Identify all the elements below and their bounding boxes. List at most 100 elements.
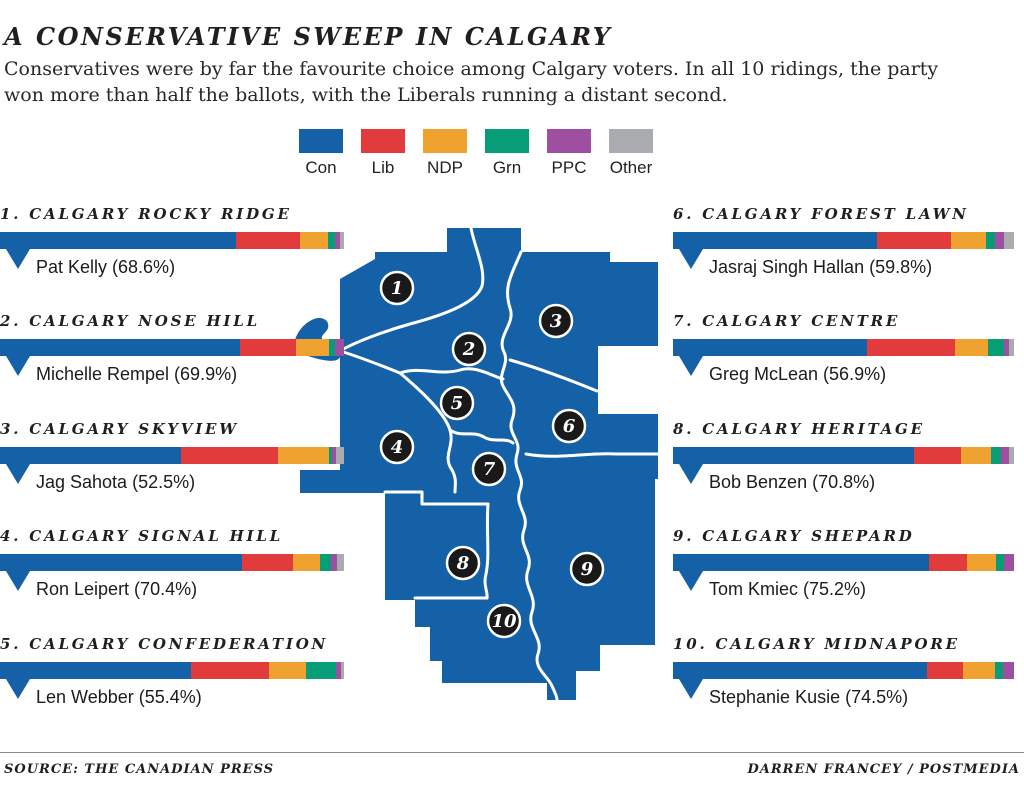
- riding-title: 5. CALGARY CONFEDERATION: [0, 635, 329, 653]
- bar-segment-ppc: [994, 232, 1005, 249]
- winner-arrow-icon: [6, 571, 30, 591]
- legend-item: PPC: [547, 129, 591, 178]
- bar-segment-other: [336, 447, 344, 464]
- riding-entry: 8. CALGARY HERITAGE Bob Benzen (70.8%): [673, 420, 1014, 520]
- bar-segment-grn: [320, 554, 331, 571]
- bar-segment-other: [339, 232, 344, 249]
- riding-number-label: 5: [451, 393, 464, 414]
- bar-segment-other: [337, 554, 344, 571]
- winner-name: Len Webber (55.4%): [36, 687, 202, 707]
- riding-vote-bar: [0, 554, 344, 571]
- legend-item: NDP: [423, 129, 467, 178]
- bar-segment-ppc: [1004, 554, 1014, 571]
- winner-name: Ron Leipert (70.4%): [36, 579, 198, 599]
- winner-name: Tom Kmiec (75.2%): [709, 579, 867, 599]
- riding-marker-2: 2: [451, 331, 487, 367]
- source-credit: SOURCE: THE CANADIAN PRESS: [4, 762, 275, 777]
- bar-segment-lib: [235, 232, 300, 249]
- winner-arrow-icon: [679, 571, 703, 591]
- riding-number-label: 1: [391, 278, 404, 299]
- riding-vote-bar: [673, 447, 1014, 464]
- winner-name: Bob Benzen (70.8%): [709, 472, 876, 492]
- riding-title: 1. CALGARY ROCKY RIDGE: [0, 205, 292, 223]
- riding-title: 4. CALGARY SIGNAL HILL: [0, 527, 284, 545]
- bar-segment-con: [0, 662, 191, 679]
- riding-number-circle: [486, 603, 522, 639]
- legend-label: PPC: [551, 158, 587, 177]
- riding-marker-1: 1: [379, 270, 415, 306]
- bar-segment-grn: [328, 232, 335, 249]
- bar-segment-other: [340, 662, 344, 679]
- riding-number-circle: [379, 270, 415, 306]
- bar-segment-ndp: [960, 447, 992, 464]
- bar-segment-grn: [995, 662, 1004, 679]
- riding-number-circle: [445, 545, 481, 581]
- bar-segment-lib: [180, 447, 279, 464]
- riding-entry: 7. CALGARY CENTRE Greg McLean (56.9%): [673, 312, 1014, 412]
- bar-segment-ppc: [335, 339, 344, 356]
- riding-marker-6: 6: [551, 408, 587, 444]
- bar-segment-con: [0, 447, 181, 464]
- riding-marker-4: 4: [379, 429, 415, 465]
- riding-marker-3: 3: [538, 303, 574, 339]
- riding-title: 3. CALGARY SKYVIEW: [0, 420, 239, 438]
- riding-title: 10. CALGARY MIDNAPORE: [673, 635, 960, 653]
- riding-title: 2. CALGARY NOSE HILL: [0, 312, 260, 330]
- winner-arrow-icon: [6, 356, 30, 376]
- bar-segment-con: [0, 232, 236, 249]
- riding-number-circle: [451, 331, 487, 367]
- riding-number-label: 8: [456, 553, 470, 574]
- page-subtitle: Conservatives were by far the favourite …: [4, 58, 939, 106]
- riding-marker-9: 9: [569, 551, 605, 587]
- page-title: A CONSERVATIVE SWEEP IN CALGARY: [4, 22, 613, 51]
- riding-number-circle: [439, 385, 475, 421]
- bar-segment-ppc: [330, 554, 338, 571]
- footer-divider: [0, 752, 1024, 753]
- bar-segment-ndp: [955, 339, 989, 356]
- bar-segment-con: [673, 662, 928, 679]
- bar-segment-lib: [914, 447, 961, 464]
- bar-segment-ndp: [269, 662, 306, 679]
- bar-segment-ppc: [334, 232, 340, 249]
- winner-name: Pat Kelly (68.6%): [36, 257, 176, 277]
- bar-segment-other: [1008, 339, 1014, 356]
- author-credit: DARREN FRANCEY / POSTMEDIA: [747, 762, 1020, 777]
- party-legend: Con Lib NDP Grn PPC Other: [299, 129, 653, 178]
- bar-segment-grn: [328, 339, 336, 356]
- legend-label: Grn: [492, 158, 522, 177]
- legend-swatch: [547, 129, 591, 153]
- bar-segment-other: [1008, 447, 1014, 464]
- bar-segment-lib: [242, 554, 293, 571]
- bar-segment-lib: [927, 662, 964, 679]
- riding-title: 6. CALGARY FOREST LAWN: [673, 205, 969, 223]
- riding-number-label: 2: [462, 339, 476, 360]
- legend-item: Con: [299, 129, 343, 178]
- bar-segment-grn: [991, 447, 1002, 464]
- riding-title: 9. CALGARY SHEPARD: [673, 527, 915, 545]
- riding-entry: 2. CALGARY NOSE HILL Michelle Rempel (69…: [0, 312, 344, 412]
- legend-label: Lib: [371, 158, 395, 177]
- bar-segment-lib: [929, 554, 967, 571]
- winner-arrow-icon: [679, 679, 703, 699]
- riding-vote-bar: [673, 232, 1014, 249]
- riding-boundaries: [338, 226, 660, 702]
- winner-arrow-icon: [6, 679, 30, 699]
- riding-marker-8: 8: [445, 545, 481, 581]
- riding-entry: 1. CALGARY ROCKY RIDGE Pat Kelly (68.6%): [0, 205, 344, 305]
- winner-arrow-icon: [679, 464, 703, 484]
- riding-number-label: 7: [483, 459, 496, 480]
- riding-number-label: 6: [563, 416, 576, 437]
- riding-entry: 10. CALGARY MIDNAPORE Stephanie Kusie (7…: [673, 635, 1014, 735]
- legend-label: Other: [609, 158, 653, 177]
- winner-name: Greg McLean (56.9%): [709, 364, 887, 384]
- winner-arrow-icon: [6, 249, 30, 269]
- bar-segment-other: [1004, 232, 1014, 249]
- bar-segment-lib: [190, 662, 270, 679]
- riding-title: 7. CALGARY CENTRE: [673, 312, 901, 330]
- bar-segment-ppc: [335, 662, 341, 679]
- riding-entry: 4. CALGARY SIGNAL HILL Ron Leipert (70.4…: [0, 527, 344, 627]
- bar-segment-grn: [995, 554, 1005, 571]
- riding-vote-bar: [0, 447, 344, 464]
- bar-segment-ndp: [963, 662, 996, 679]
